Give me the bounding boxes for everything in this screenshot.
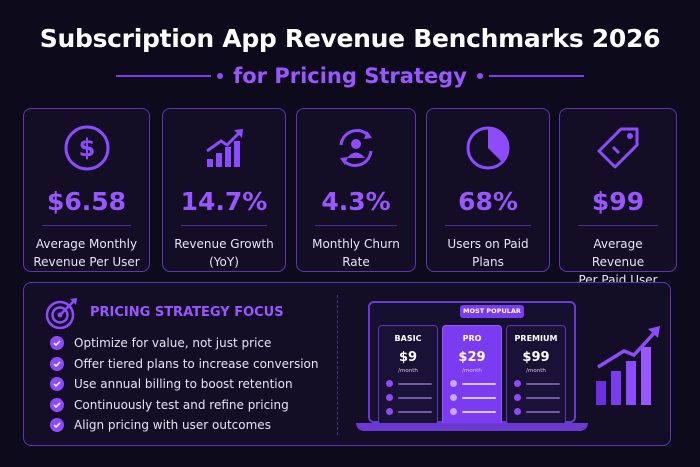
target-icon bbox=[45, 298, 77, 330]
metric-card-churn: 4.3% Monthly Churn Rate bbox=[296, 108, 416, 272]
price-tag-icon bbox=[597, 127, 639, 169]
metric-card-revenue-growth: 14.7% Revenue Growth (YoY) bbox=[162, 108, 286, 272]
metric-label: Revenue Growth (YoY) bbox=[174, 237, 274, 269]
list-item: Continuously test and refine pricing bbox=[50, 395, 318, 416]
user-churn-icon bbox=[339, 129, 373, 167]
pie-chart-icon bbox=[466, 126, 510, 170]
focus-list: Optimize for value, not just price Offer… bbox=[50, 333, 318, 436]
metric-value: 68% bbox=[458, 187, 518, 216]
pricing-strategy-panel: PRICING STRATEGY FOCUS Optimize for valu… bbox=[23, 282, 671, 446]
check-icon bbox=[50, 397, 64, 412]
focus-title: PRICING STRATEGY FOCUS bbox=[90, 305, 284, 320]
check-icon bbox=[450, 380, 457, 387]
check-icon bbox=[514, 408, 521, 415]
metric-value: 14.7% bbox=[180, 187, 268, 216]
laptop-screen: MOST POPULAR BASIC $9 /month PRO $29 /mo… bbox=[368, 301, 576, 425]
metric-value: 4.3% bbox=[321, 187, 391, 216]
svg-text:$: $ bbox=[78, 134, 95, 162]
list-item: Use annual billing to boost retention bbox=[50, 374, 318, 395]
metric-card-arpu: $ $6.58 Average Monthly Revenue Per User bbox=[23, 108, 150, 272]
check-icon bbox=[50, 336, 64, 351]
check-icon bbox=[386, 408, 393, 415]
check-icon bbox=[514, 380, 521, 387]
panel-divider bbox=[337, 295, 338, 435]
list-item: Align pricing with user outcomes bbox=[50, 415, 318, 436]
check-icon bbox=[50, 356, 64, 371]
check-icon bbox=[50, 418, 64, 433]
growth-chart-icon bbox=[206, 129, 243, 167]
subtitle-row: for Pricing Strategy bbox=[0, 62, 700, 90]
laptop-illustration: MOST POPULAR BASIC $9 /month PRO $29 /mo… bbox=[356, 293, 596, 439]
plan-card-pro: PRO $29 /month bbox=[442, 325, 502, 425]
metric-card-paid-users: 68% Users on Paid Plans bbox=[426, 108, 550, 272]
list-item: Optimize for value, not just price bbox=[50, 333, 318, 354]
metric-value: $99 bbox=[591, 187, 645, 216]
metric-label: Average Revenue Per Paid User bbox=[578, 237, 658, 287]
list-item: Offer tiered plans to increase conversio… bbox=[50, 354, 318, 375]
metric-label: Users on Paid Plans bbox=[447, 237, 529, 269]
metric-label: Monthly Churn Rate bbox=[312, 237, 400, 269]
plan-card-basic: BASIC $9 /month bbox=[378, 325, 438, 425]
plan-card-premium: PREMIUM $99 /month bbox=[506, 325, 566, 425]
check-icon bbox=[50, 377, 64, 392]
laptop-base bbox=[356, 423, 588, 431]
growth-bars-icon bbox=[596, 326, 660, 405]
check-icon bbox=[386, 394, 393, 401]
subtitle-decoration-right bbox=[476, 73, 584, 79]
check-icon bbox=[450, 408, 457, 415]
check-icon bbox=[386, 380, 393, 387]
metric-value: $6.58 bbox=[46, 187, 127, 216]
metric-label: Average Monthly Revenue Per User bbox=[33, 237, 140, 269]
most-popular-badge: MOST POPULAR bbox=[460, 305, 524, 318]
metric-card-arppu: $99 Average Revenue Per Paid User bbox=[559, 108, 677, 287]
page-title: Subscription App Revenue Benchmarks 2026 bbox=[39, 24, 661, 53]
dollar-icon: $ bbox=[64, 125, 109, 171]
page-subtitle: for Pricing Strategy bbox=[233, 64, 467, 88]
subtitle-decoration-left bbox=[116, 73, 224, 79]
check-icon bbox=[514, 394, 521, 401]
check-icon bbox=[450, 394, 457, 401]
